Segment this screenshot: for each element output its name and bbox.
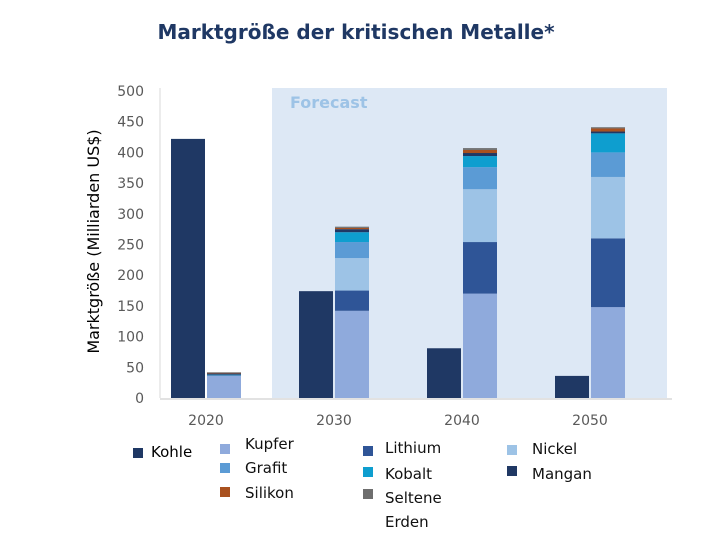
bar-kohle-2050[interactable] bbox=[555, 375, 589, 398]
bar-lithium-2020[interactable] bbox=[207, 375, 241, 376]
legend-swatch-kohle bbox=[133, 448, 143, 458]
legend-label-erden: Erden bbox=[385, 513, 429, 531]
bar-lithium-2040[interactable] bbox=[463, 242, 497, 294]
bar-grafit-2030[interactable] bbox=[335, 242, 369, 259]
bar-lithium-2050[interactable] bbox=[591, 238, 625, 308]
y-tick-label: 50 bbox=[126, 360, 144, 376]
bar-silikon-2040[interactable] bbox=[463, 149, 497, 154]
y-tick-label: 500 bbox=[117, 84, 144, 100]
y-axis-title: Marktgröße (Milliarden US$) bbox=[84, 129, 103, 353]
bar-seltene-erden-2030[interactable] bbox=[335, 226, 369, 228]
legend-label-kobalt: Kobalt bbox=[385, 465, 433, 483]
legend-label-silikon: Silikon bbox=[245, 484, 294, 502]
bar-kupfer-2050[interactable] bbox=[591, 307, 625, 398]
legend-swatch-lithium bbox=[363, 446, 373, 456]
y-tick-label: 150 bbox=[117, 299, 144, 315]
bar-lithium-2030[interactable] bbox=[335, 290, 369, 311]
bar-kupfer-2040[interactable] bbox=[463, 293, 497, 398]
bar-kohle-2030[interactable] bbox=[299, 291, 333, 398]
bar-seltene-erden-2040[interactable] bbox=[463, 148, 497, 150]
bar-mangan-2050[interactable] bbox=[591, 131, 625, 134]
legend-label-grafit: Grafit bbox=[245, 459, 288, 477]
legend-swatch-grafit bbox=[220, 463, 230, 473]
legend-swatch-kupfer bbox=[220, 444, 230, 454]
bar-kobalt-2020[interactable] bbox=[207, 374, 241, 376]
legend-label-mangan: Mangan bbox=[532, 465, 592, 483]
bar-mangan-2020[interactable] bbox=[207, 373, 241, 375]
bar-mangan-2040[interactable] bbox=[463, 153, 497, 157]
y-tick-label: 0 bbox=[135, 391, 144, 407]
legend-label-kohle: Kohle bbox=[151, 443, 193, 461]
x-tick-label: 2020 bbox=[188, 413, 224, 429]
y-tick-label: 300 bbox=[117, 207, 144, 223]
legend-swatch-kobalt bbox=[363, 467, 373, 477]
legend-label-kupfer: Kupfer bbox=[245, 435, 294, 453]
y-tick-label: 250 bbox=[117, 238, 144, 254]
legend-swatch-mangan bbox=[507, 466, 517, 476]
bar-kobalt-2030[interactable] bbox=[335, 232, 369, 243]
y-tick-label: 350 bbox=[117, 176, 144, 192]
bar-silikon-2020[interactable] bbox=[207, 372, 241, 374]
y-tick-label: 200 bbox=[117, 268, 144, 284]
bar-kobalt-2040[interactable] bbox=[463, 156, 497, 168]
bar-silikon-2050[interactable] bbox=[591, 128, 625, 132]
bar-nickel-2030[interactable] bbox=[335, 258, 369, 291]
y-tick-label: 100 bbox=[117, 330, 144, 346]
bar-silikon-2030[interactable] bbox=[335, 227, 369, 230]
bar-grafit-2050[interactable] bbox=[591, 152, 625, 177]
x-tick-label: 2050 bbox=[572, 413, 608, 429]
y-tick-label: 400 bbox=[117, 145, 144, 161]
bar-nickel-2040[interactable] bbox=[463, 189, 497, 243]
x-tick-label: 2040 bbox=[444, 413, 480, 429]
x-tick-label: 2030 bbox=[316, 413, 352, 429]
legend-label-nickel: Nickel bbox=[532, 440, 578, 458]
legend-label-lithium: Lithium bbox=[385, 439, 442, 457]
legend-swatch-silikon bbox=[220, 487, 230, 497]
legend-swatch-nickel bbox=[507, 445, 517, 455]
bar-grafit-2040[interactable] bbox=[463, 167, 497, 190]
legend-swatch-seltene-erden bbox=[363, 489, 373, 499]
chart-title: Marktgröße der kritischen Metalle* bbox=[157, 20, 555, 44]
bar-kohle-2020[interactable] bbox=[171, 138, 205, 398]
bar-kobalt-2050[interactable] bbox=[591, 133, 625, 153]
y-tick-label: 450 bbox=[117, 115, 144, 131]
bar-kupfer-2030[interactable] bbox=[335, 310, 369, 398]
bar-mangan-2030[interactable] bbox=[335, 229, 369, 233]
legend-label-seltene: Seltene bbox=[385, 489, 442, 507]
bar-seltene-erden-2050[interactable] bbox=[591, 127, 625, 129]
bar-seltene-erden-2020[interactable] bbox=[207, 372, 241, 373]
bar-kupfer-2020[interactable] bbox=[207, 375, 241, 398]
bar-nickel-2050[interactable] bbox=[591, 176, 625, 239]
forecast-label: Forecast bbox=[290, 93, 368, 112]
bar-kohle-2040[interactable] bbox=[427, 348, 461, 398]
